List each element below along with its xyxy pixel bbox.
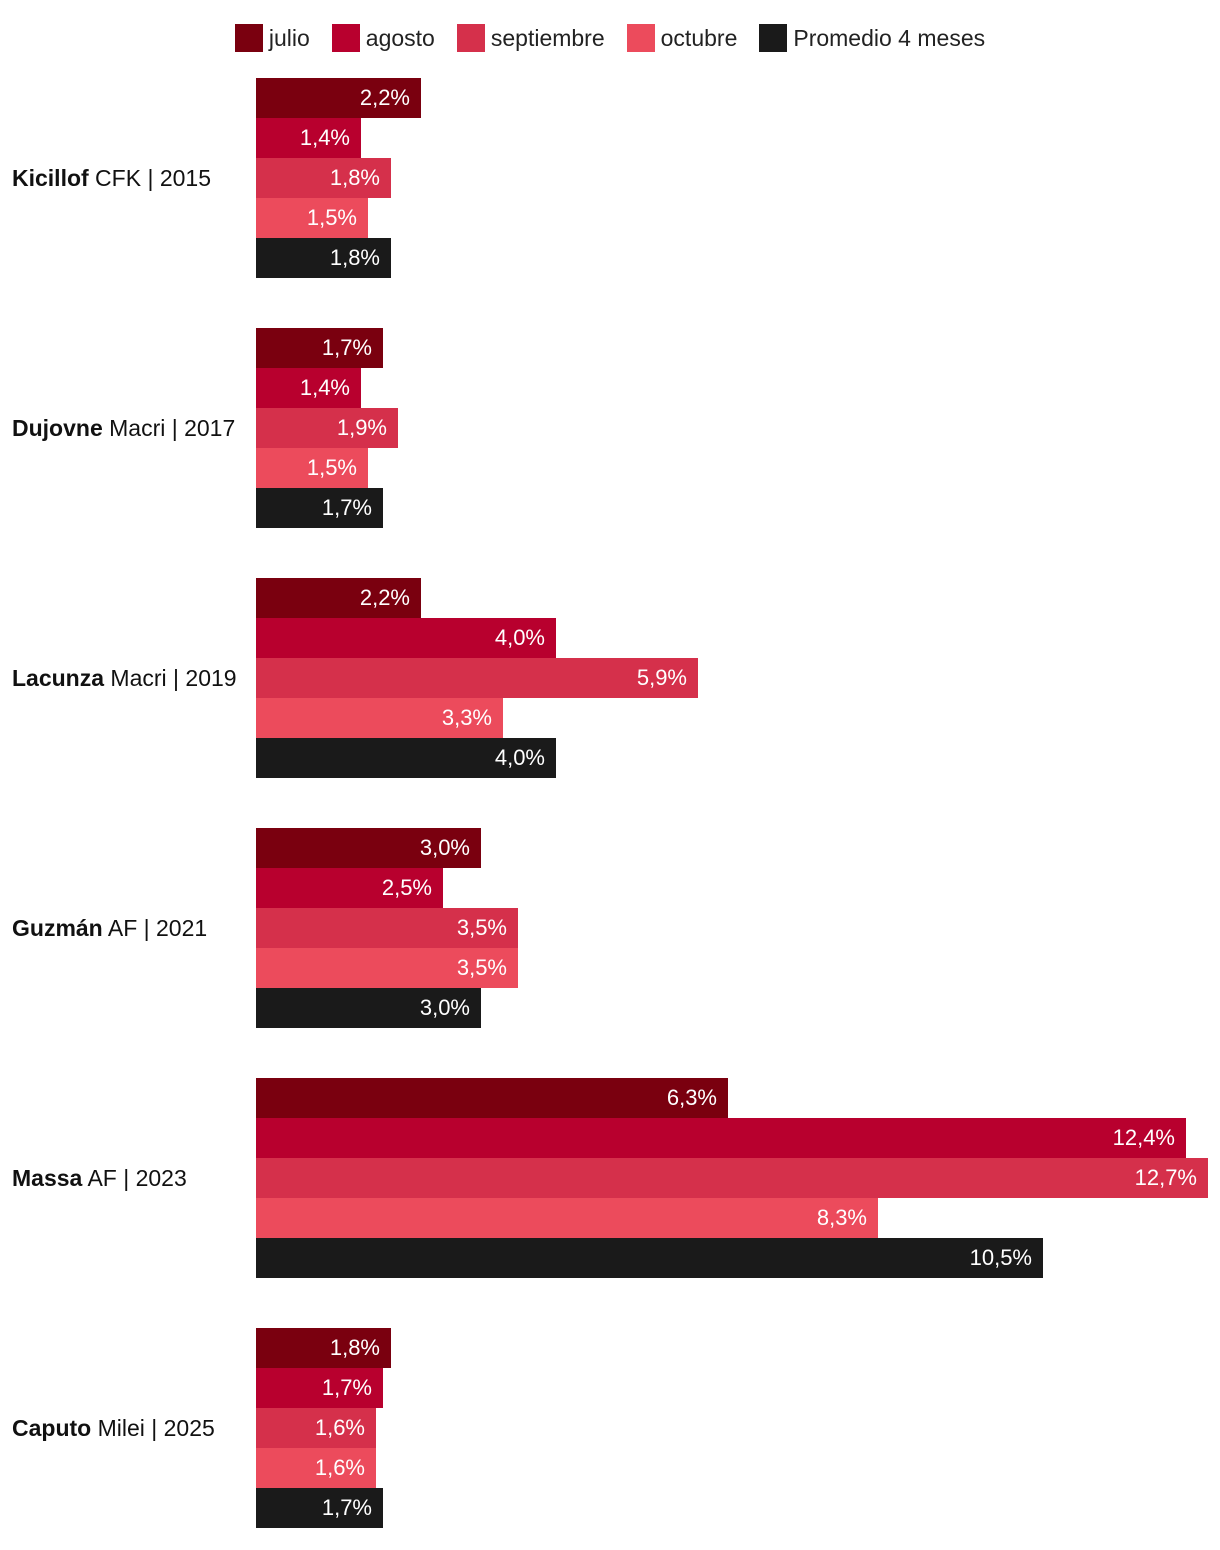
data-label: 8,3%	[816, 1205, 867, 1230]
data-label: 4,0%	[494, 625, 545, 650]
data-label: 5,9%	[636, 665, 687, 690]
legend-item: Promedio 4 meses	[759, 24, 985, 52]
bar: 1,6%	[256, 1448, 376, 1488]
legend-label: julio	[268, 24, 310, 51]
category-name: Kicillof	[12, 165, 89, 191]
legend-item: octubre	[626, 24, 738, 52]
data-label: 1,7%	[321, 1375, 372, 1400]
legend-label: septiembre	[490, 24, 605, 51]
legend-swatch	[456, 24, 485, 52]
legend-swatch	[626, 24, 655, 52]
data-label: 2,2%	[359, 585, 410, 610]
bar: 4,0%	[256, 738, 556, 778]
data-label: 4,0%	[494, 745, 545, 770]
data-label: 1,7%	[321, 495, 372, 520]
category-label: Caputo Milei | 2025	[12, 1414, 215, 1442]
bar: 1,5%	[256, 198, 368, 238]
category-name: Guzmán	[12, 915, 103, 941]
legend-label: agosto	[365, 24, 435, 51]
bar: 1,7%	[256, 1488, 383, 1528]
data-label: 10,5%	[969, 1245, 1032, 1270]
category-detail: Macri | 2019	[104, 665, 237, 691]
data-label: 1,8%	[329, 1335, 380, 1360]
legend-label: Promedio 4 meses	[793, 24, 986, 51]
data-label: 3,3%	[441, 705, 492, 730]
legend: julio agosto septiembre octubre Promedio 4 m…	[0, 22, 1220, 54]
bar: 3,5%	[256, 908, 518, 948]
bar: 5,9%	[256, 658, 698, 698]
data-label: 1,7%	[321, 1495, 372, 1520]
bar: 1,7%	[256, 1368, 383, 1408]
bar: 1,7%	[256, 328, 383, 368]
bar: 4,0%	[256, 618, 556, 658]
bar: 3,0%	[256, 988, 481, 1028]
bar: 12,4%	[256, 1118, 1186, 1158]
bar: 1,9%	[256, 408, 398, 448]
data-label: 3,0%	[419, 995, 470, 1020]
legend-item: julio	[234, 24, 310, 52]
bar: 3,5%	[256, 948, 518, 988]
bar: 1,8%	[256, 238, 391, 278]
category-label: Kicillof CFK | 2015	[12, 164, 211, 192]
legend-label: octubre	[660, 24, 738, 51]
bar: 1,5%	[256, 448, 368, 488]
category-detail: Macri | 2017	[102, 415, 236, 441]
data-label: 1,5%	[306, 455, 357, 480]
legend-swatch	[331, 24, 360, 52]
bar: 2,5%	[256, 868, 443, 908]
data-label: 1,7%	[321, 335, 372, 360]
data-label: 2,5%	[381, 875, 432, 900]
data-label: 1,8%	[329, 165, 380, 190]
data-label: 3,0%	[419, 835, 470, 860]
category-name: Lacunza	[12, 665, 105, 691]
category-detail: CFK | 2015	[88, 165, 211, 191]
data-label: 1,8%	[329, 245, 380, 270]
legend-swatch	[234, 24, 263, 52]
bar: 2,2%	[256, 78, 421, 118]
category-detail: AF | 2023	[82, 1165, 187, 1191]
bar: 1,8%	[256, 1328, 391, 1368]
data-label: 12,4%	[1112, 1125, 1175, 1150]
legend-item: septiembre	[456, 24, 605, 52]
bar: 3,0%	[256, 828, 481, 868]
bar: 1,7%	[256, 488, 383, 528]
bar: 1,4%	[256, 368, 361, 408]
bar: 3,3%	[256, 698, 503, 738]
bar: 10,5%	[256, 1238, 1043, 1278]
bar: 2,2%	[256, 578, 421, 618]
legend-swatch	[759, 24, 788, 52]
legend-item: agosto	[331, 24, 435, 52]
data-label: 12,7%	[1134, 1165, 1197, 1190]
category-label: Dujovne Macri | 2017	[12, 414, 235, 442]
data-label: 1,6%	[314, 1415, 365, 1440]
data-label: 2,2%	[359, 85, 410, 110]
category-label: Lacunza Macri | 2019	[12, 664, 237, 692]
data-label: 1,4%	[299, 125, 350, 150]
bar: 1,4%	[256, 118, 361, 158]
category-detail: AF | 2021	[102, 915, 208, 941]
bar: 1,6%	[256, 1408, 376, 1448]
data-label: 1,5%	[306, 205, 357, 230]
data-label: 3,5%	[456, 955, 507, 980]
bar: 6,3%	[256, 1078, 728, 1118]
category-name: Dujovne	[12, 415, 103, 441]
category-detail: Milei | 2025	[91, 1415, 215, 1441]
category-name: Caputo	[12, 1415, 92, 1441]
category-label: Massa AF | 2023	[12, 1164, 187, 1192]
bar: 1,8%	[256, 158, 391, 198]
category-name: Massa	[12, 1165, 83, 1191]
data-label: 1,4%	[299, 375, 350, 400]
bar: 12,7%	[256, 1158, 1208, 1198]
data-label: 6,3%	[666, 1085, 717, 1110]
bar: 8,3%	[256, 1198, 878, 1238]
data-label: 1,6%	[314, 1455, 365, 1480]
data-label: 1,9%	[336, 415, 387, 440]
category-label: Guzmán AF | 2021	[12, 914, 207, 942]
data-label: 3,5%	[456, 915, 507, 940]
